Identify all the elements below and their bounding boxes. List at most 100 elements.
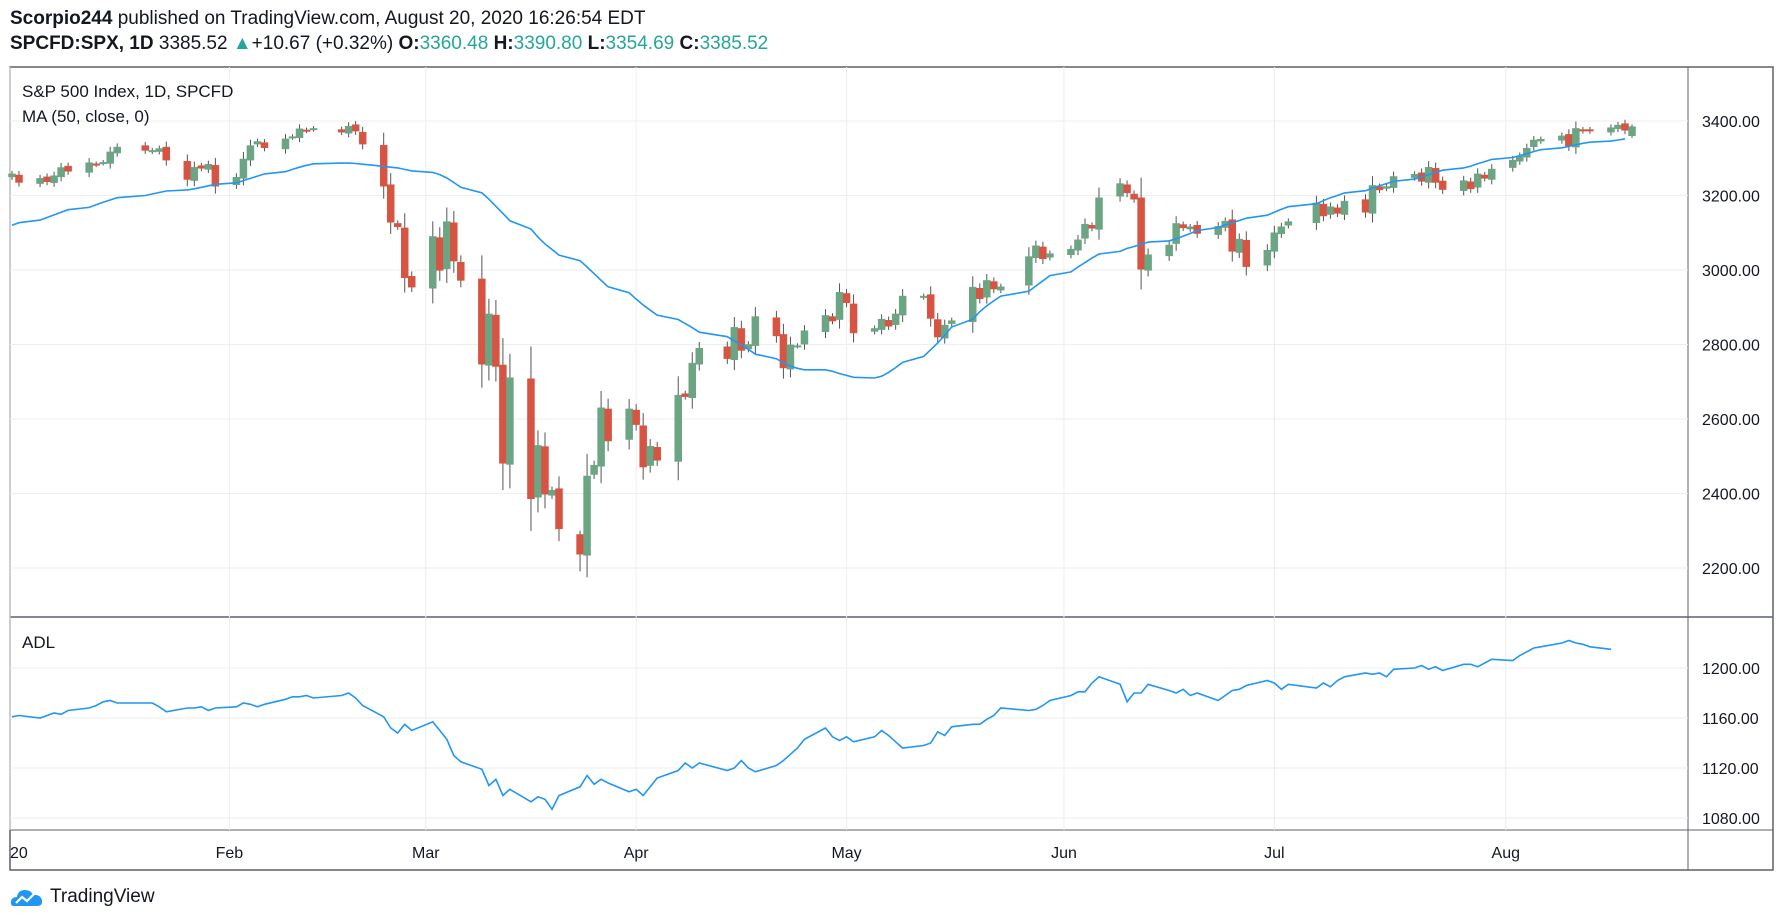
candle [730,317,739,371]
candle [548,486,556,499]
candle [1509,156,1517,172]
candle [597,390,605,484]
candle [639,413,647,480]
candle [947,317,956,327]
candle [1046,250,1054,261]
candle [106,146,114,169]
candle [1459,175,1468,196]
candle [527,346,535,531]
candle [351,120,360,135]
candle [933,312,942,344]
candle [64,162,72,175]
candle [85,158,93,178]
candle [695,341,704,371]
candle [1172,216,1180,251]
candle [15,170,23,187]
candle [1466,177,1475,193]
candle [407,271,416,293]
candle [1270,225,1279,259]
candle [492,299,500,382]
candle [674,376,682,481]
candle [632,404,640,431]
candlestick-series [8,119,1636,578]
candle [1614,121,1622,132]
candle [260,139,269,152]
price-tick-label: 3400.00 [1702,114,1760,131]
candle [1067,245,1075,259]
candle [1123,180,1131,198]
symbol-label: SPCFD:SPX, 1D [10,33,154,54]
footer-brand[interactable]: TradingView [10,886,155,908]
candle [1579,126,1587,134]
candle [281,134,290,154]
candle [983,274,991,304]
candle [141,142,149,154]
price-tick-label: 3200.00 [1702,189,1760,206]
candle [57,162,65,182]
candle [337,126,346,136]
candle [821,309,830,339]
candle [653,441,661,466]
price-tick-label: 2400.00 [1702,487,1760,504]
publish-text: published on TradingView.com, August 20,… [112,8,646,29]
main-gridlines [10,120,1688,569]
candle [898,289,907,323]
candle [211,157,220,194]
time-tick-label: Jun [1051,845,1077,862]
last-price: 3385.52 [158,33,228,54]
publisher-name[interactable]: Scorpio244 [10,8,113,29]
time-gridlines [9,67,1507,830]
candle [1438,176,1447,194]
candle [1537,136,1545,144]
candle [400,213,409,293]
candle [1480,171,1489,182]
candle [190,161,199,187]
time-tick-label: 20 [10,845,28,862]
candle [288,134,297,140]
candle [1431,162,1440,189]
adl-tick-label: 1120.00 [1702,761,1759,778]
open-label: O: [398,33,420,54]
candle [183,154,192,187]
candle [849,294,858,343]
candle [309,126,318,132]
candle [1607,124,1615,136]
candle [253,138,262,147]
candle [478,255,486,388]
candle [1039,241,1047,265]
candle [1277,222,1286,238]
candle [99,159,107,166]
candle [1228,209,1237,262]
ma50-line [11,138,1626,379]
candle [772,310,781,343]
candle [1312,195,1321,230]
high-value: 3390.80 [513,33,583,54]
candle [681,390,689,400]
open-value: 3360.48 [419,33,489,54]
chart-area[interactable]: 3400.00 3200.00 3000.00 2800.00 2600.00 2400.… [0,0,1783,880]
candle [625,399,633,450]
candle [1621,119,1629,135]
price-tick-label: 2600.00 [1702,412,1760,429]
adl-tick-label: 1080.00 [1702,811,1760,828]
candle [246,139,255,166]
candle [386,173,395,234]
candle [590,460,598,480]
publish-info: Scorpio244 published on TradingView.com,… [10,8,646,30]
ohlc-legend: SPCFD:SPX, 1D 3385.52 ▲+10.67 (+0.32%) O… [10,33,768,55]
candle [43,173,51,186]
candle [1186,223,1194,232]
ma-legend: MA (50, close, 0) [22,107,150,126]
candle [583,453,591,578]
candle [450,210,458,273]
adl-pane-title: ADL [22,633,55,652]
candle [877,314,886,335]
low-label: L: [587,33,606,54]
candle [1284,218,1293,229]
candle [1242,231,1251,276]
candle [604,398,612,452]
candle [870,325,879,335]
candle [842,288,851,308]
candle [1144,248,1152,277]
candle [737,320,746,359]
